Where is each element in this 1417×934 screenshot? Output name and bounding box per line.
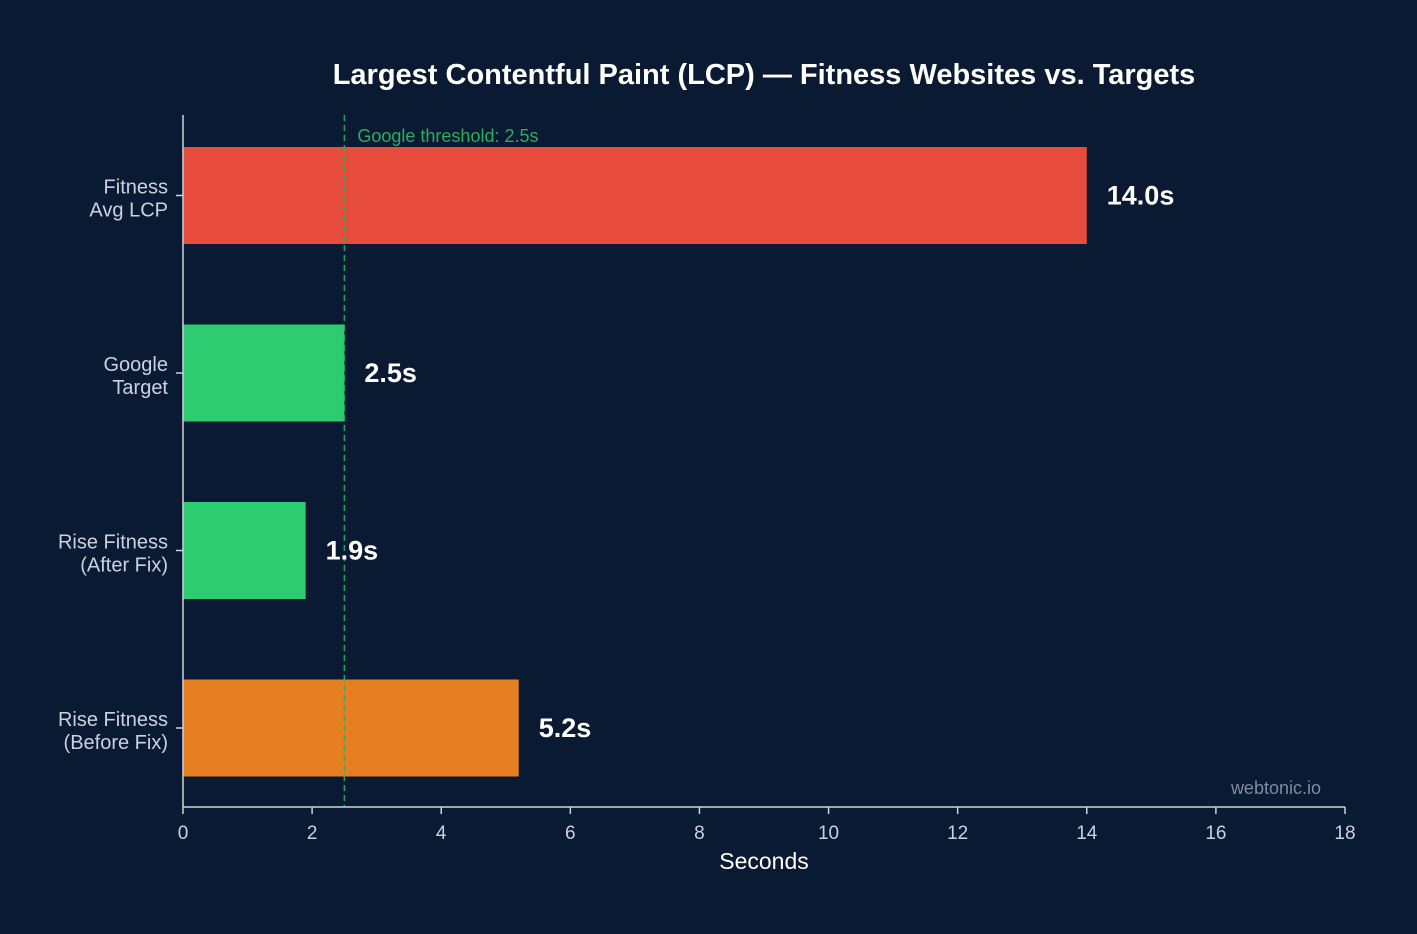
bar-1	[183, 324, 345, 422]
x-tick-label-6: 12	[947, 823, 968, 844]
category-label-0: Fitness Avg LCP	[89, 177, 168, 222]
x-tick-label-0: 0	[178, 823, 189, 844]
x-tick-label-7: 14	[1076, 823, 1098, 844]
category-label-1-line-1: Target	[112, 377, 168, 399]
category-label-0-line-0: Fitness	[104, 177, 168, 199]
category-label-0-line-1: Avg LCP	[89, 200, 168, 222]
x-tick-label-4: 8	[694, 823, 705, 844]
category-label-2: Rise Fitness (After Fix)	[58, 532, 168, 577]
category-label-2-line-1: (After Fix)	[80, 555, 168, 577]
value-label-3: 5.2s	[539, 713, 592, 743]
x-tick-label-1: 2	[307, 823, 318, 844]
category-label-1-line-0: Google	[104, 354, 169, 376]
x-tick-label-9: 18	[1334, 823, 1355, 844]
bar-2	[183, 502, 306, 599]
category-label-1: Google Target	[104, 354, 169, 399]
category-label-3-line-1: (Before Fix)	[64, 732, 168, 754]
chart-title: Largest Contentful Paint (LCP) — Fitness…	[333, 59, 1196, 91]
x-tick-label-3: 6	[565, 823, 576, 844]
value-label-2: 1.9s	[326, 536, 379, 566]
value-label-1: 2.5s	[364, 358, 417, 388]
category-label-3: Rise Fitness (Before Fix)	[58, 709, 168, 754]
category-label-3-line-0: Rise Fitness	[58, 709, 168, 731]
bar-3	[183, 679, 519, 777]
x-tick-label-5: 10	[818, 823, 839, 844]
plot-area: Google threshold: 2.5s 14.0s 2.5s 1.9s 5.2s 0…	[58, 115, 1356, 844]
threshold-label: Google threshold: 2.5s	[357, 126, 538, 146]
bar-0	[183, 147, 1087, 244]
x-tick-label-2: 4	[436, 823, 447, 844]
value-label-0: 14.0s	[1107, 181, 1175, 211]
watermark: webtonic.io	[1230, 778, 1321, 798]
x-tick-label-8: 16	[1205, 823, 1226, 844]
x-axis-title: Seconds	[719, 848, 809, 874]
category-label-2-line-0: Rise Fitness	[58, 532, 168, 554]
